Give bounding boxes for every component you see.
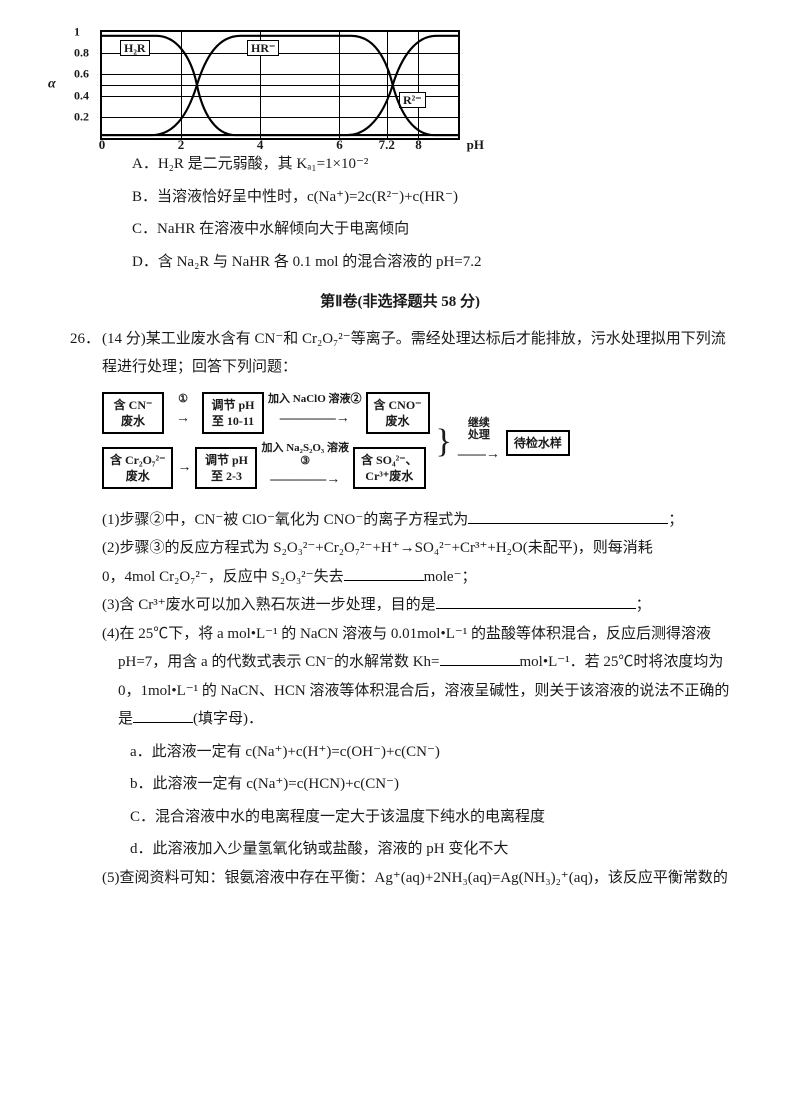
flow-row-1: 含 CN⁻废水 ①→ 调节 pH至 10-11 加入 NaClO 溶液②————… xyxy=(102,392,430,434)
ytick: 0.2 xyxy=(74,105,89,128)
chart-curves xyxy=(102,32,458,138)
flow-row-2: 含 Cr₂O₇²⁻废水 → 调节 pH至 2-3 加入 Na₂S₂O₃ 溶液③—… xyxy=(102,442,430,494)
option-b: B．当溶液恰好呈中性时，c(Na⁺)=2c(R²⁻)+c(HR⁻) xyxy=(70,183,730,212)
option-c: C．NaHR 在溶液中水解倾向大于电离倾向 xyxy=(70,215,730,244)
q26-part4d: 是(填字母)． xyxy=(70,705,730,734)
question-26: 26． (14 分)某工业废水含有 CN⁻和 Cr₂O₇²⁻等离子。需经处理达标… xyxy=(70,325,730,893)
blank xyxy=(436,595,636,609)
flow-box: 含 Cr₂O₇²⁻废水 xyxy=(102,447,173,489)
q26-part5: (5)查阅资料可知：银氨溶液中存在平衡：Ag⁺(aq)+2NH₃(aq)=Ag(… xyxy=(70,864,730,893)
ytick: 1 xyxy=(74,21,80,44)
q26-part3: (3)含 Cr³⁺废水可以加入熟石灰进一步处理，目的是； xyxy=(70,591,730,620)
alpha-ph-chart: α pH 1 0.8 0.6 0.4 0.2 0 2 4 6 7.2 8 H₂R… xyxy=(100,30,730,140)
option-d: D．含 Na₂R 与 NaHR 各 0.1 mol 的混合溶液的 pH=7.2 xyxy=(70,248,730,277)
flow-box: 调节 pH至 10-11 xyxy=(202,392,264,434)
option-a: A．H₂R 是二元弱酸，其 Kₐ₁=1×10⁻² xyxy=(70,150,730,179)
merge-bracket: } xyxy=(436,427,452,458)
q26-part2b: 0，4mol Cr₂O₇²⁻，反应中 S₂O₃²⁻失去mole⁻； xyxy=(70,563,730,592)
flow-box-end: 待检水样 xyxy=(506,430,570,456)
ytick: 0.4 xyxy=(74,84,89,107)
y-axis-title: α xyxy=(48,72,56,99)
flow-box: 调节 pH至 2-3 xyxy=(195,447,257,489)
q26-part4a: (4)在 25℃下，将 a mol•L⁻¹ 的 NaCN 溶液与 0.01mol… xyxy=(70,620,730,649)
arrow-label: 加入 Na₂S₂O₃ 溶液③ xyxy=(261,442,349,467)
section-ii-title: 第Ⅱ卷(非选择题共 58 分) xyxy=(70,288,730,317)
q26-part1: (1)步骤②中，CN⁻被 ClO⁻氧化为 CNO⁻的离子方程式为； xyxy=(70,506,730,535)
chart-plot-area: α pH 1 0.8 0.6 0.4 0.2 0 2 4 6 7.2 8 H₂R… xyxy=(100,30,460,140)
blank xyxy=(468,510,668,524)
q26-sub-a: a．此溶液一定有 c(Na⁺)+c(H⁺)=c(OH⁻)+c(CN⁻) xyxy=(70,738,730,767)
ytick: 0.8 xyxy=(74,42,89,65)
x-axis-title: pH xyxy=(467,133,484,158)
question-number: 26． xyxy=(70,325,102,382)
q26-part4c: 0，1mol•L⁻¹ 的 NaCN、HCN 溶液等体积混合后，溶液呈碱性，则关于… xyxy=(70,677,730,706)
q26-part2a: (2)步骤③的反应方程式为 S₂O₃²⁻+Cr₂O₇²⁻+H⁺→SO₄²⁻+Cr… xyxy=(70,534,730,563)
arrow-label: 继续处理 xyxy=(464,417,494,442)
flow-box: 含 SO₄²⁻、Cr³⁺废水 xyxy=(353,447,426,489)
blank xyxy=(344,567,424,581)
flow-box: 含 CNO⁻废水 xyxy=(366,392,430,434)
question-head-text: (14 分)某工业废水含有 CN⁻和 Cr₂O₇²⁻等离子。需经处理达标后才能排… xyxy=(102,325,730,382)
blank xyxy=(440,652,520,666)
q26-sub-d: d．此溶液加入少量氢氧化钠或盐酸，溶液的 pH 变化不大 xyxy=(70,835,730,864)
flow-box: 含 CN⁻废水 xyxy=(102,392,164,434)
q26-part4b: pH=7，用含 a 的代数式表示 CN⁻的水解常数 Kh=mol•L⁻¹．若 2… xyxy=(70,648,730,677)
process-flow-diagram: 含 CN⁻废水 ①→ 调节 pH至 10-11 加入 NaClO 溶液②————… xyxy=(70,392,730,494)
arrow-label: 加入 NaClO 溶液② xyxy=(268,393,362,406)
q26-sub-b: b．此溶液一定有 c(Na⁺)=c(HCN)+c(CN⁻) xyxy=(70,770,730,799)
arrow-label: ① xyxy=(168,393,198,406)
q26-sub-c: C．混合溶液中水的电离程度一定大于该温度下纯水的电离程度 xyxy=(70,803,730,832)
blank xyxy=(133,709,193,723)
ytick: 0.6 xyxy=(74,63,89,86)
